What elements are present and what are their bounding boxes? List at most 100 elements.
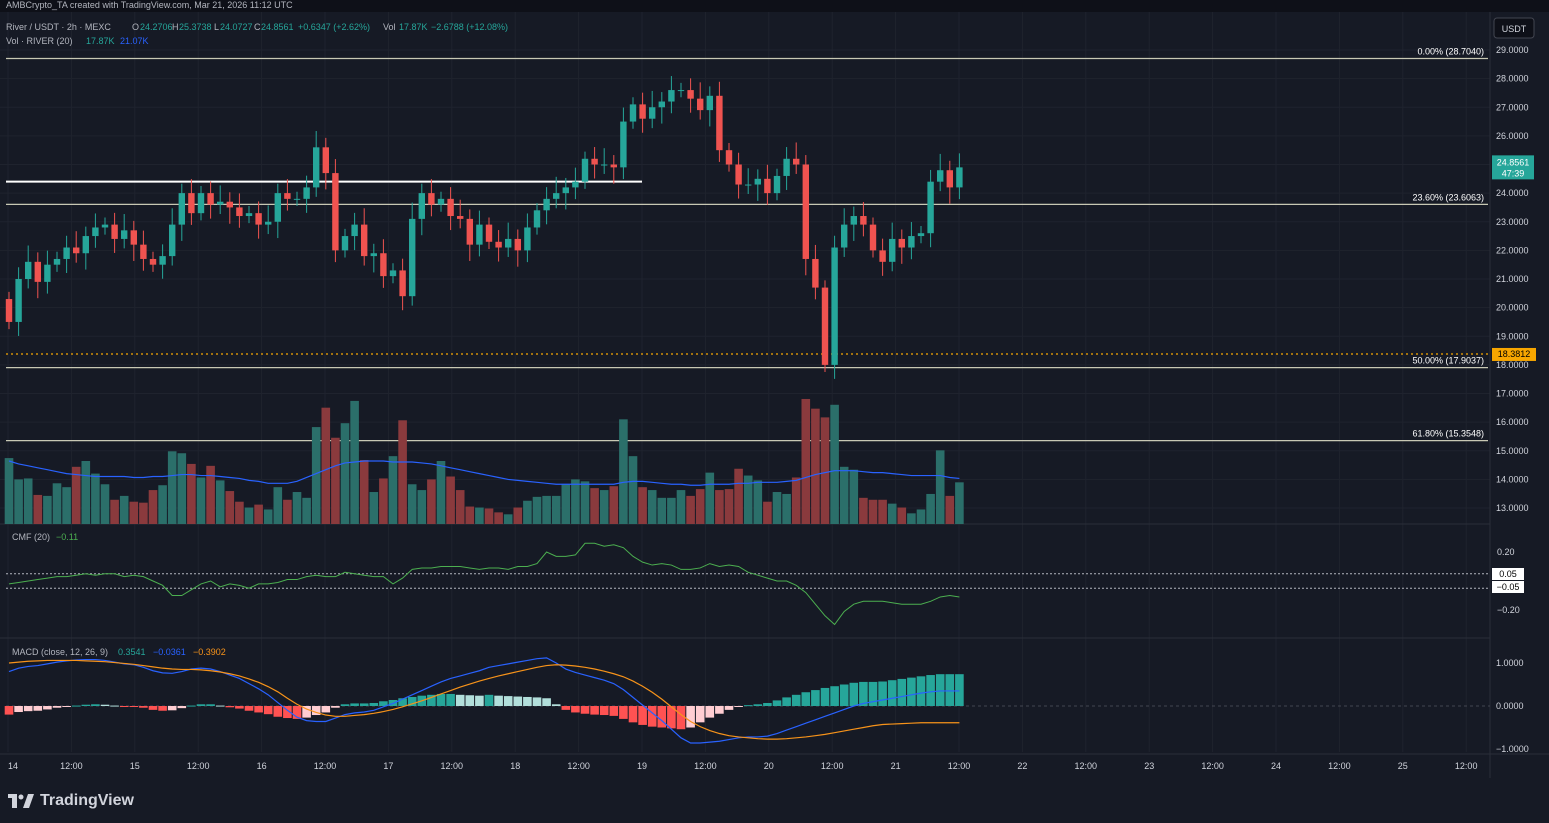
- volume-bar: [62, 487, 71, 524]
- currency-button[interactable]: USDT: [1493, 17, 1535, 39]
- candle: [140, 230, 147, 271]
- candle-body: [226, 201, 233, 208]
- candle-body: [562, 187, 569, 194]
- volume-bar: [340, 423, 350, 524]
- candle: [687, 78, 694, 113]
- macd-histogram-bar: [91, 704, 100, 706]
- time-axis[interactable]: 14 12:00 15 12:00 16 12:00 17 12:00 18 12:00 19 12:…: [8, 761, 1477, 771]
- volume-bar: [657, 497, 667, 524]
- candle-body: [437, 198, 445, 205]
- volume-bar: [599, 490, 609, 524]
- macd-histogram-bar: [513, 696, 523, 706]
- macd-histogram-bar: [609, 706, 619, 716]
- cmf-tick: 0.20: [1497, 547, 1515, 557]
- volume-bar: [513, 507, 523, 524]
- macd-histogram-bar: [820, 687, 830, 706]
- credit-bar: AMBCrypto_TA created with TradingView.co…: [0, 0, 1549, 12]
- volume-bar: [33, 494, 43, 524]
- candle: [197, 185, 205, 221]
- candle: [274, 183, 281, 239]
- candle: [956, 153, 963, 200]
- cmf-panel: 0.20 −0.20: [6, 542, 1520, 626]
- macd-histogram-bar: [23, 706, 33, 712]
- fib-retracement[interactable]: 0.00% (28.7040) 23.60% (23.6063) 50.00% (1…: [6, 46, 1490, 442]
- candle: [370, 243, 377, 273]
- candle-body: [111, 224, 118, 239]
- candle-body: [332, 173, 339, 251]
- macd-histogram-bar: [436, 693, 446, 706]
- candle-body: [92, 227, 99, 237]
- macd-histogram-bar: [100, 704, 110, 706]
- tradingview-logo[interactable]: TradingView: [8, 792, 134, 810]
- volume-bar: [811, 408, 820, 524]
- volume-bar: [283, 499, 292, 524]
- candle: [937, 153, 944, 192]
- candle-body: [188, 193, 195, 214]
- candle-body: [917, 233, 925, 237]
- volume-bar: [734, 468, 743, 524]
- candle: [226, 192, 233, 224]
- macd-histogram-bar: [647, 706, 657, 727]
- volume-bar: [302, 497, 311, 524]
- macd-signal-line: [8, 659, 960, 740]
- last-price-badge: 24.8561 47:39: [1492, 155, 1534, 180]
- macd-histogram-bar: [263, 706, 273, 715]
- price-tick: 26.0000: [1496, 131, 1529, 141]
- candle: [409, 202, 416, 306]
- macd-histogram-bar: [686, 706, 695, 728]
- macd-histogram-bar: [868, 681, 878, 706]
- volume-ma-line: [8, 460, 960, 486]
- candle-body: [418, 193, 425, 219]
- candle: [15, 267, 22, 336]
- macd-histogram-bar: [801, 692, 811, 706]
- currency-label: USDT: [1502, 24, 1527, 34]
- chart-canvas[interactable]: 0.00% (28.7040) 23.60% (23.6063) 50.00% (1…: [0, 12, 1549, 778]
- candle-body: [649, 107, 656, 119]
- volume-bar: [839, 466, 849, 524]
- volume-bar: [4, 458, 14, 524]
- volume-bar: [43, 495, 52, 524]
- candle-body: [389, 270, 397, 277]
- candle: [130, 220, 137, 261]
- volume-bar: [935, 450, 945, 524]
- volume-bar: [110, 499, 119, 524]
- candle-body: [140, 244, 147, 259]
- time-tick: 25: [1398, 761, 1408, 771]
- candle: [92, 213, 99, 248]
- volume-bar: [686, 495, 695, 524]
- candle: [889, 222, 896, 272]
- macd-histogram-bar: [359, 703, 369, 706]
- candle-body: [178, 193, 185, 225]
- macd-histogram-bar: [561, 706, 571, 710]
- volume-bar: [196, 477, 206, 524]
- volume-bar: [676, 490, 686, 524]
- volume-bar: [81, 461, 91, 524]
- volume-bar: [263, 509, 273, 524]
- candle-body: [514, 238, 521, 251]
- cmf-line: [8, 542, 960, 626]
- candle-body: [197, 193, 205, 214]
- macd-value-a: 0.3541: [118, 647, 146, 657]
- candle: [111, 212, 118, 253]
- macd-histogram-bar: [177, 706, 187, 709]
- volume-bar: [119, 495, 129, 524]
- volume-bar: [225, 491, 235, 524]
- volume-bar: [609, 486, 619, 524]
- macd-histogram-bar: [398, 698, 407, 706]
- macd-histogram-bar: [743, 705, 753, 707]
- cmf-tick: −0.20: [1497, 605, 1520, 615]
- macd-tick: −1.0000: [1496, 744, 1529, 754]
- candle: [562, 177, 569, 210]
- macd-histogram-bar: [638, 706, 647, 725]
- volume-bar: [772, 492, 782, 524]
- fib-level-label: 0.00% (28.7040): [1417, 46, 1484, 56]
- candle-body: [53, 258, 61, 265]
- volume-bar: [292, 492, 302, 524]
- macd-histogram-bar: [667, 706, 676, 729]
- orange-level-badge: 18.3812: [1492, 347, 1536, 361]
- candle: [677, 82, 685, 98]
- volume-bar: [580, 481, 590, 524]
- macd-histogram-bar: [225, 706, 235, 708]
- time-tick: 12:00: [1328, 761, 1351, 771]
- candle: [217, 185, 224, 215]
